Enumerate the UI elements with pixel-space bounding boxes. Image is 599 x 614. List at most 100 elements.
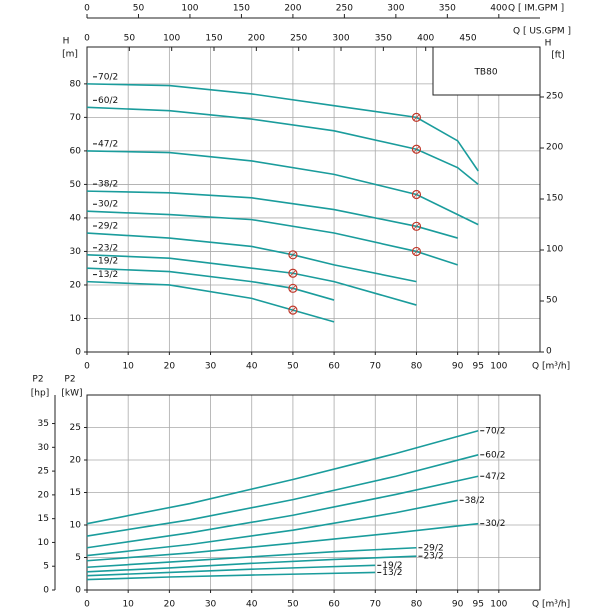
duty-point	[288, 250, 298, 260]
x2-tick-label: 350	[439, 4, 456, 14]
curve-label: 30/2	[98, 200, 118, 210]
x2-tick-label: 200	[284, 4, 301, 14]
x3-tick-label: 350	[375, 34, 392, 44]
curve	[86, 555, 417, 573]
curve-label: 60/2	[98, 96, 118, 106]
x-tick-label: 20	[164, 362, 176, 372]
curve	[86, 210, 458, 266]
duty-point	[411, 112, 422, 122]
y-tick-label: 15	[70, 488, 81, 498]
y2-tick-label: 15	[38, 514, 49, 524]
y-tick-label: 50	[70, 180, 82, 190]
curve	[86, 429, 479, 525]
x-axis-unit: [m³/h]	[542, 600, 570, 610]
y-tick-label: 10	[70, 521, 82, 531]
y2-tick-label: 5	[43, 562, 49, 572]
curve-label: 60/2	[485, 450, 505, 460]
x-tick-label: 50	[287, 600, 299, 610]
curve-label: 70/2	[98, 72, 118, 82]
x3-tick-label: 200	[248, 34, 265, 44]
curve	[86, 267, 335, 301]
x2-tick-label: 250	[336, 4, 353, 14]
duty-point	[288, 268, 298, 278]
title-box	[432, 46, 541, 96]
duty-cross	[413, 191, 420, 198]
x-tick-label: 10	[122, 362, 134, 372]
y-tick-label: 5	[75, 553, 81, 563]
y-tick-label: 60	[70, 146, 82, 156]
x-tick-label: 80	[411, 362, 423, 372]
curve	[86, 106, 479, 186]
duty-cross	[413, 223, 420, 230]
y2-tick-label: 30	[38, 443, 50, 453]
x-tick-label: 50	[287, 362, 299, 372]
duty-cross	[413, 146, 420, 153]
duty-cross	[413, 114, 420, 121]
y2-tick-label: 35	[38, 419, 49, 429]
x3-tick-label: 450	[459, 34, 476, 44]
y2-tick-label: 200	[546, 142, 563, 152]
x2-tick-label: 150	[233, 4, 250, 14]
y-axis-label: P2	[64, 375, 75, 385]
duty-point	[411, 221, 422, 231]
x-tick-label: 60	[328, 362, 340, 372]
x-axis-label: Q	[532, 362, 539, 372]
curve	[86, 571, 376, 581]
x-axis-unit: [m³/h]	[542, 362, 570, 372]
curve	[86, 254, 417, 306]
curve	[86, 564, 376, 577]
curve	[86, 454, 479, 537]
curve	[86, 190, 458, 239]
y-axis-unit: [kW]	[61, 389, 82, 399]
y2-tick-label: 150	[546, 193, 563, 203]
curve	[86, 522, 479, 562]
curve-label: 47/2	[485, 472, 505, 482]
x-tick-label: 70	[370, 362, 382, 372]
x3-tick-label: 50	[124, 34, 136, 44]
curve-label: 30/2	[485, 519, 505, 529]
x3-tick-label: 150	[205, 34, 222, 44]
y-tick-label: 30	[70, 247, 82, 257]
x3-axis-label: Q [ US.GPM ]	[513, 27, 571, 37]
y2-tick-label: 50	[546, 295, 558, 305]
curve-label: 29/2	[423, 543, 443, 553]
y-tick-label: 40	[70, 213, 82, 223]
y2-tick-label: 250	[546, 91, 563, 101]
curve-label: 70/2	[485, 426, 505, 436]
duty-cross	[289, 251, 296, 258]
x-tick-label: 0	[84, 600, 90, 610]
y2-tick-label: 10	[38, 538, 50, 548]
x-axis-label: Q	[532, 600, 539, 610]
y-axis-label: H	[63, 37, 70, 47]
x-tick-label: 0	[84, 362, 90, 372]
duty-point	[288, 305, 298, 315]
curve-label: 38/2	[465, 496, 485, 506]
duty-cross	[413, 248, 420, 255]
curve-label: 23/2	[98, 243, 118, 253]
x-tick-label: 100	[490, 362, 507, 372]
duty-point	[411, 144, 422, 154]
y-tick-label: 20	[70, 280, 82, 290]
y2-axis-label: H	[545, 39, 552, 49]
duty-point	[288, 283, 298, 293]
x-tick-label: 95	[473, 600, 484, 610]
y-tick-label: 0	[75, 348, 81, 358]
plot-frame	[86, 394, 541, 591]
x3-tick-label: 400	[417, 34, 434, 44]
x3-tick-label: 0	[84, 34, 90, 44]
y-tick-label: 20	[70, 456, 82, 466]
curve-label: 47/2	[98, 139, 118, 149]
x-tick-label: 60	[328, 600, 340, 610]
curve-label: 29/2	[98, 222, 118, 232]
y-tick-label: 80	[70, 79, 82, 89]
duty-cross	[289, 307, 296, 314]
curve-label: 19/2	[98, 257, 118, 267]
y2-tick-label: 0	[43, 586, 49, 596]
curve	[86, 546, 417, 569]
y2-tick-label: 100	[546, 244, 563, 254]
duty-point	[411, 246, 422, 257]
curve	[86, 150, 479, 226]
x2-tick-label: 100	[181, 4, 198, 14]
y-tick-label: 10	[70, 314, 82, 324]
